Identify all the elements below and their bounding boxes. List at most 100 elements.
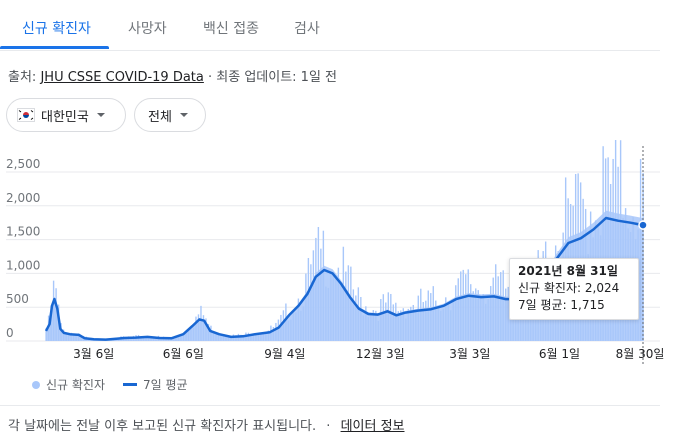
y-tick-label: 1,500	[6, 225, 40, 239]
x-tick-label: 8월 30일	[616, 347, 665, 361]
daily-case-bar	[407, 308, 409, 341]
daily-case-bar	[639, 158, 642, 341]
daily-case-bar	[427, 290, 429, 341]
source-link[interactable]: JHU CSSE COVID-19 Data	[40, 70, 204, 85]
daily-case-bar	[475, 288, 477, 341]
tooltip-cases: 신규 확진자: 2,024	[518, 281, 620, 295]
daily-case-bar	[472, 291, 474, 341]
tooltip-date: 2021년 8월 31일	[518, 264, 618, 278]
daily-case-bar	[362, 315, 365, 341]
daily-case-bar	[235, 335, 237, 341]
daily-case-bar	[177, 335, 180, 341]
footer: 각 날짜에는 전날 이후 보고된 신규 확진자가 표시됩니다. · 데이터 정보	[8, 415, 405, 434]
daily-case-bar	[420, 288, 422, 341]
daily-case-bar	[175, 336, 177, 341]
daily-case-bar	[182, 332, 185, 341]
source-line: 출처: JHU CSSE COVID-19 Data · 최종 업데이트: 1일…	[8, 66, 337, 85]
daily-case-bar	[60, 323, 62, 341]
daily-case-bar	[270, 325, 272, 341]
daily-case-bar	[352, 289, 355, 341]
daily-case-bar	[205, 318, 207, 341]
footer-divider	[0, 405, 660, 406]
hover-point	[638, 220, 648, 230]
y-axis-ticks: 0 500 1,000 1,500 2,000 2,500	[6, 157, 40, 340]
daily-case-bar	[455, 285, 457, 341]
country-selector[interactable]: 대한민국	[6, 98, 126, 132]
daily-case-bar	[277, 319, 280, 341]
cases-chart[interactable]: 0 500 1,000 1,500 2,000 2,500 3월 6일 6월 6일 9월 4일…	[0, 140, 691, 372]
daily-case-bar	[477, 290, 479, 341]
daily-case-bar	[262, 333, 265, 341]
daily-case-bar	[295, 312, 297, 341]
daily-case-bar	[465, 274, 467, 341]
daily-case-bar	[252, 335, 255, 341]
daily-case-bar	[342, 246, 345, 341]
daily-case-bar	[452, 300, 454, 341]
daily-case-bar	[77, 333, 80, 341]
daily-case-bar	[267, 330, 270, 341]
daily-case-bar	[400, 310, 402, 341]
daily-case-bar	[355, 295, 357, 341]
daily-case-bar	[405, 318, 407, 341]
daily-case-bar	[502, 270, 504, 341]
tab-bar: 신규 확진자 사망자 백신 접종 검사	[0, 0, 660, 51]
daily-case-bar	[242, 334, 245, 341]
daily-case-bar	[145, 336, 147, 341]
x-tick-label: 6월 6일	[163, 347, 204, 361]
daily-case-bar	[202, 315, 205, 341]
x-tick-label: 3월 3일	[449, 347, 490, 361]
daily-case-bar	[195, 316, 197, 341]
daily-case-bar	[360, 296, 362, 341]
daily-case-bar	[612, 158, 614, 341]
daily-case-bar	[212, 333, 215, 341]
daily-case-bar	[410, 306, 412, 341]
tab-new-cases[interactable]: 신규 확진자	[22, 21, 91, 37]
last-updated: · 최종 업데이트: 1일 전	[208, 70, 338, 85]
tab-deaths[interactable]: 사망자	[128, 21, 167, 37]
daily-case-bar	[437, 306, 439, 341]
line-legend-label: 7일 평균	[143, 378, 188, 392]
tab-vaccinations[interactable]: 백신 접종	[203, 21, 259, 37]
daily-case-bar	[312, 250, 315, 341]
daily-case-bar	[430, 293, 432, 341]
tooltip-average: 7일 평균: 1,715	[518, 298, 605, 312]
daily-case-bar	[395, 302, 397, 341]
daily-case-bar	[257, 334, 260, 341]
bars-legend-label: 신규 확진자	[46, 378, 106, 392]
x-tick-label: 6월 1일	[539, 347, 580, 361]
daily-case-bar	[45, 328, 47, 341]
daily-case-bar	[467, 269, 469, 341]
x-axis-ticks: 3월 6일 6월 6일 9월 4일 12월 3일 3월 3일 6월 1일 8월 30일	[73, 347, 664, 361]
daily-case-bar	[180, 335, 182, 341]
daily-case-bar	[275, 322, 277, 341]
daily-case-bar	[322, 230, 325, 341]
daily-case-bar	[619, 140, 622, 341]
daily-case-bar	[357, 287, 360, 341]
daily-case-bar	[230, 337, 232, 341]
daily-case-bar	[115, 339, 117, 341]
range-selector[interactable]: 전체	[134, 98, 206, 132]
daily-case-bar	[152, 337, 155, 341]
daily-case-bar	[495, 264, 497, 341]
x-tick-label: 3월 6일	[73, 347, 114, 361]
daily-case-bar	[67, 333, 70, 341]
daily-case-bar	[272, 326, 275, 341]
data-info-link[interactable]: 데이터 정보	[340, 419, 405, 434]
daily-case-bar	[505, 288, 507, 341]
y-tick-label: 2,000	[6, 191, 40, 205]
daily-case-bar	[282, 310, 285, 341]
daily-case-bar	[320, 248, 322, 341]
daily-case-bar	[52, 280, 55, 341]
daily-case-bar	[365, 306, 367, 341]
daily-case-bar	[425, 300, 427, 341]
tab-tests[interactable]: 검사	[294, 21, 320, 37]
daily-case-bar	[370, 315, 372, 341]
daily-case-bar	[345, 271, 347, 341]
daily-case-bar	[222, 335, 225, 341]
daily-case-bar	[240, 334, 242, 341]
daily-case-bar	[507, 286, 509, 341]
daily-case-bar	[190, 328, 192, 341]
daily-case-bar	[62, 329, 65, 341]
bars-legend-swatch	[32, 380, 40, 389]
daily-case-bar	[642, 172, 644, 341]
